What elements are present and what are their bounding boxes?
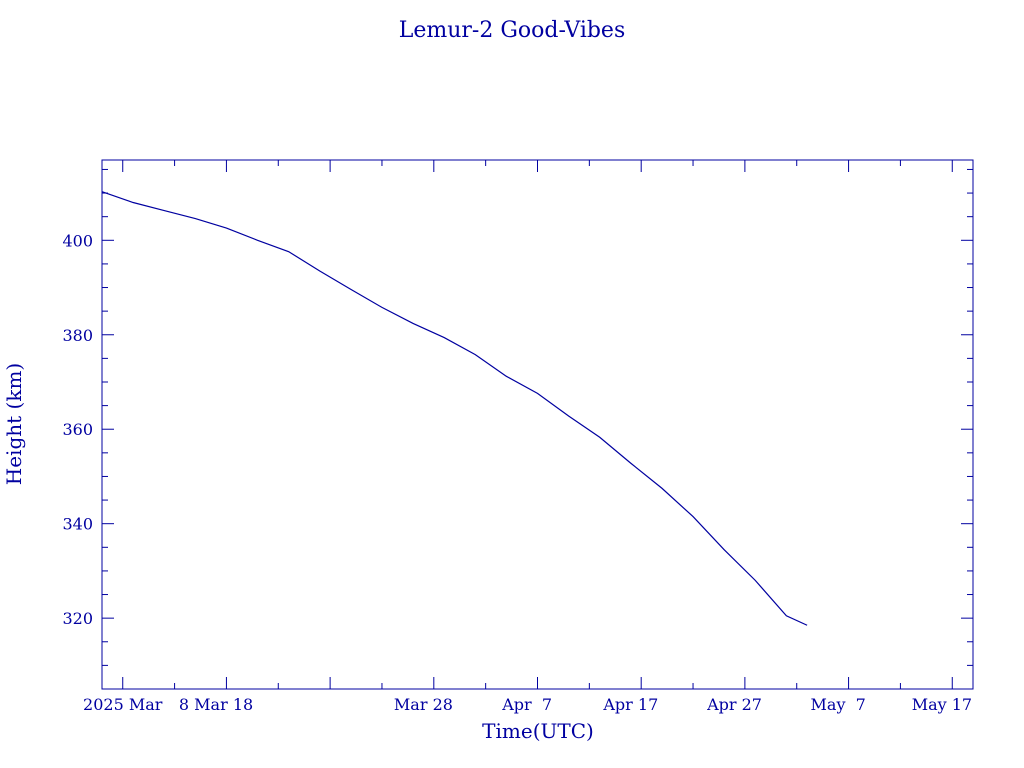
- y-tick-labels: 320 340 360 380 400: [62, 231, 93, 628]
- y-tick-label: 400: [62, 231, 93, 250]
- y-axis-label: Height (km): [2, 363, 26, 485]
- x-tick-label: May 7: [811, 695, 866, 714]
- axis-ticks: [102, 160, 973, 690]
- x-tick-label: Apr 7: [501, 695, 552, 714]
- x-tick-label: Apr 17: [602, 695, 658, 714]
- x-tick-label: 8 Mar 18: [179, 695, 253, 714]
- x-tick-labels: 2025 Mar 8 Mar 18 Mar 28 Apr 7 Apr 17 Apr 27 M…: [83, 695, 972, 714]
- height-series-line: [101, 191, 808, 626]
- y-tick-label: 320: [62, 609, 93, 628]
- x-tick-label: Mar 28: [394, 695, 453, 714]
- plot-frame: [101, 159, 974, 690]
- y-tick-label: 360: [62, 420, 93, 439]
- x-tick-label: 2025 Mar: [83, 695, 163, 714]
- chart-title: Lemur-2 Good-Vibes: [399, 18, 626, 43]
- y-tick-label: 340: [62, 515, 93, 534]
- y-tick-label: 380: [62, 326, 93, 345]
- x-tick-label: May 17: [912, 695, 972, 714]
- x-tick-label: Apr 27: [706, 695, 762, 714]
- x-axis-label: Time(UTC): [482, 719, 594, 743]
